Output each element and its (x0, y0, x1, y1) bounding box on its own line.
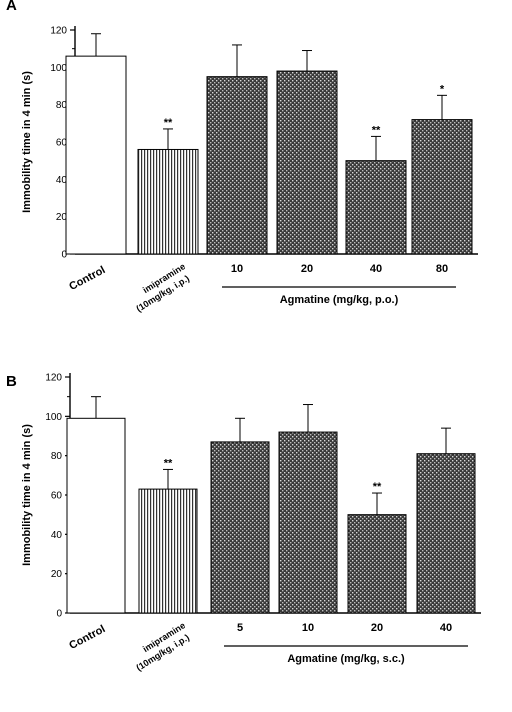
panel-b-y-tick-label: 20 (51, 569, 63, 580)
panel-a-category-label: 10 (231, 263, 243, 275)
panel-b-category-label: Control (67, 623, 107, 652)
panel-b-y-tick-label: 0 (56, 609, 62, 620)
panel-b-category-label: 5 (237, 622, 243, 634)
panel-b-group-label: Agmatine (mg/kg, s.c.) (287, 653, 405, 665)
panel-b-y-tick-label: 80 (51, 451, 63, 462)
panel-a-significance-mark: * (440, 83, 445, 95)
panel-b-y-tick-label: 60 (51, 491, 63, 502)
panel-b-category-label: 40 (440, 622, 452, 634)
panel-b-bar (138, 488, 198, 614)
panel-a-y-axis-label: Immobility time in 4 min (s) (21, 71, 33, 213)
panel-b-bar (66, 417, 126, 614)
panel-b-category-label: 10 (302, 622, 314, 634)
panel-a-y-tick-label: 20 (56, 212, 68, 223)
panel-a-category-label: 80 (436, 263, 448, 275)
panel-b-bar (347, 514, 407, 614)
panel-a-bar (345, 160, 407, 255)
panel-b-y-tick-label: 120 (45, 373, 62, 384)
panel-b-category-label: 20 (371, 622, 383, 634)
panel-a-y-tick-label: 60 (56, 138, 68, 149)
panel-a-label: A (6, 0, 17, 14)
panel-b-bar (416, 453, 476, 614)
panel-a-y-tick-label: 120 (50, 26, 67, 37)
panel-a-group-label: Agmatine (mg/kg, p.o.) (280, 294, 399, 306)
panel-a-category-label: 40 (370, 263, 382, 275)
panel-a-bar (276, 70, 338, 255)
panel-a-bar (65, 55, 127, 255)
panel-b-significance-mark: ** (373, 481, 382, 493)
panel-a-y-tick-label: 40 (56, 175, 68, 186)
panel-a-significance-mark: ** (164, 117, 173, 129)
panel-b-y-tick-label: 100 (45, 412, 62, 423)
panel-b-significance-mark: ** (164, 457, 173, 469)
panel-b-bar (210, 441, 270, 614)
panel-a-category-label: Control (67, 264, 107, 293)
panel-b-y-tick-label: 40 (51, 530, 63, 541)
panel-a-y-tick-label: 100 (50, 63, 67, 74)
panel-a-y-tick-label: 80 (56, 100, 68, 111)
panel-b-label: B (6, 373, 17, 390)
panel-a-bar (206, 76, 268, 255)
panel-a-y-tick-label: 0 (61, 250, 67, 261)
panel-b-y-axis-label: Immobility time in 4 min (s) (21, 424, 33, 566)
panel-a-bar (137, 148, 199, 255)
panel-b-bar (278, 431, 338, 614)
panel-a-significance-mark: ** (372, 124, 381, 136)
panel-a-bar (411, 119, 473, 255)
panel-a-category-label: 20 (301, 263, 313, 275)
